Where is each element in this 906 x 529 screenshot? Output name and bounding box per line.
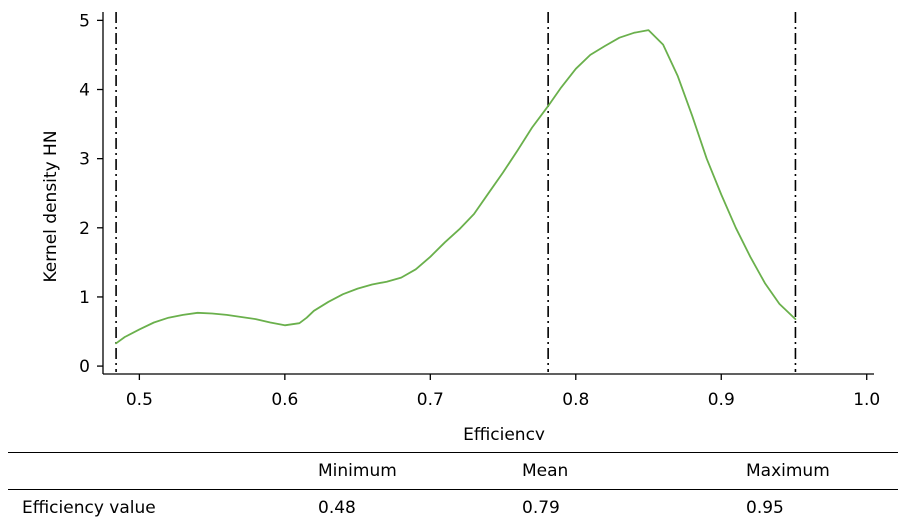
- x-axis-title: Efficiency: [463, 425, 545, 440]
- table-cell-maximum: 0.95: [732, 490, 898, 527]
- table-header-cell: Maximum: [732, 453, 898, 490]
- table-header-row: Minimum Mean Maximum: [8, 453, 898, 490]
- y-axis-title: Kernel density HN: [41, 130, 61, 282]
- table-header-cell: Minimum: [304, 453, 508, 490]
- x-tick-label: 0.6: [271, 390, 298, 410]
- y-tick-label: 4: [79, 81, 90, 101]
- table-cell-minimum: 0.48: [304, 490, 508, 527]
- table-header-cell: Mean: [508, 453, 732, 490]
- y-tick-label: 1: [79, 288, 90, 308]
- kernel-density-chart: 0.5 0.6 0.7 0.8 0.9 1.0 0 1 2 3 4 5 Efficiency Kernel…: [0, 0, 906, 440]
- x-tick-label: 0.5: [126, 390, 153, 410]
- x-tick-label: 0.8: [562, 390, 589, 410]
- plot-area: 0.5 0.6 0.7 0.8 0.9 1.0 0 1 2 3 4 5 Efficiency Kernel…: [41, 11, 880, 440]
- y-tick-label: 2: [79, 219, 90, 239]
- x-tick-label: 1.0: [853, 390, 880, 410]
- efficiency-summary-table: Minimum Mean Maximum Efficiency value 0.…: [8, 452, 898, 526]
- x-tick-label: 0.7: [417, 390, 444, 410]
- x-tick-label: 0.9: [708, 390, 735, 410]
- table-header-cell: [8, 453, 304, 490]
- y-tick-label: 0: [79, 357, 90, 377]
- density-curve: [116, 30, 795, 343]
- table-cell-mean: 0.79: [508, 490, 732, 527]
- y-tick-label: 5: [79, 11, 90, 31]
- table-row-label: Efficiency value: [8, 490, 304, 527]
- table-row: Efficiency value 0.48 0.79 0.95: [8, 490, 898, 527]
- y-tick-label: 3: [79, 150, 90, 170]
